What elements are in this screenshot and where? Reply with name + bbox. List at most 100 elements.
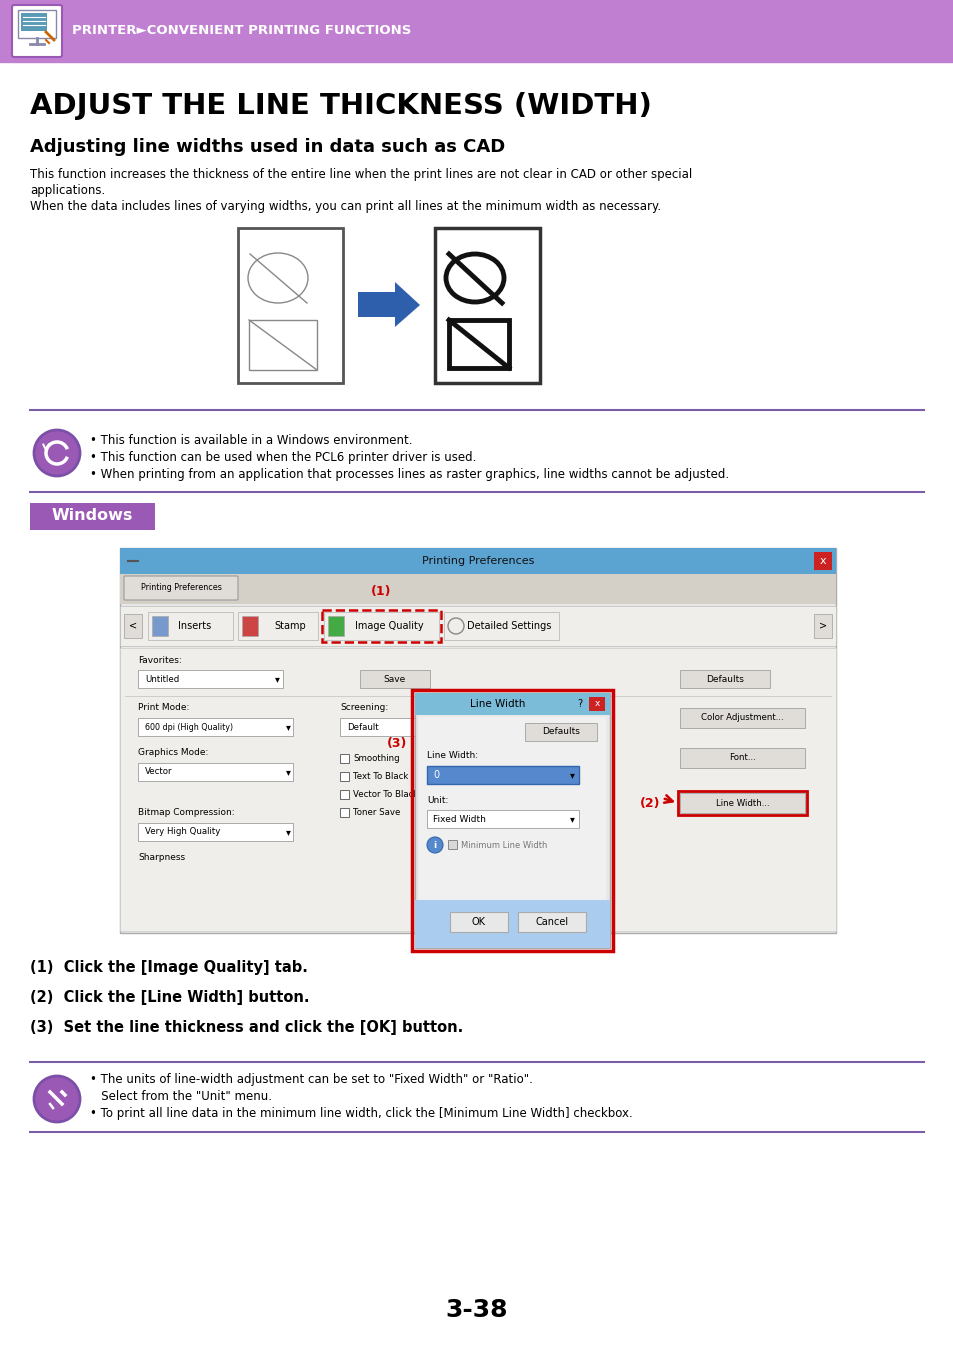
Text: Adjusting line widths used in data such as CAD: Adjusting line widths used in data such …: [30, 138, 505, 157]
Text: • The units of line-width adjustment can be set to "Fixed Width" or "Ratio".: • The units of line-width adjustment can…: [90, 1073, 533, 1085]
Text: (3)  Set the line thickness and click the [OK] button.: (3) Set the line thickness and click the…: [30, 1021, 463, 1035]
Text: Sharpness: Sharpness: [138, 853, 185, 863]
Ellipse shape: [248, 252, 308, 302]
Text: Very High Quality: Very High Quality: [145, 828, 220, 837]
Text: 3-38: 3-38: [445, 1297, 508, 1322]
Bar: [448, 840, 456, 849]
Text: <: <: [129, 621, 137, 630]
Bar: [120, 548, 835, 933]
Text: Defaults: Defaults: [541, 728, 579, 737]
Bar: [359, 670, 430, 688]
Bar: [324, 612, 438, 640]
Bar: [120, 548, 835, 574]
Text: Default: Default: [347, 722, 378, 732]
Text: Image Quality: Image Quality: [355, 621, 423, 630]
Text: ▾: ▾: [286, 722, 291, 732]
Text: Printing Preferences: Printing Preferences: [140, 583, 221, 593]
Text: • When printing from an application that processes lines as raster graphics, lin: • When printing from an application that…: [90, 468, 728, 481]
Text: Text To Black: Text To Black: [353, 772, 408, 782]
Bar: [120, 648, 835, 932]
Bar: [588, 697, 604, 711]
Bar: [427, 765, 578, 784]
Bar: [249, 320, 316, 370]
Text: Windows: Windows: [51, 509, 132, 524]
Text: Screening:: Screening:: [339, 703, 388, 711]
Bar: [415, 693, 609, 716]
Bar: [138, 763, 293, 782]
Bar: [339, 790, 349, 799]
Text: Select from the "Unit" menu.: Select from the "Unit" menu.: [90, 1089, 272, 1103]
Text: Smoothing: Smoothing: [353, 755, 399, 763]
Circle shape: [34, 1076, 80, 1122]
Bar: [813, 552, 831, 570]
Bar: [435, 228, 539, 383]
Text: (1): (1): [371, 585, 391, 598]
Text: PRINTER►CONVENIENT PRINTING FUNCTIONS: PRINTER►CONVENIENT PRINTING FUNCTIONS: [71, 24, 411, 38]
Bar: [415, 693, 609, 948]
Bar: [339, 718, 444, 736]
Bar: [120, 574, 835, 603]
Bar: [30, 504, 154, 531]
Text: Vector: Vector: [145, 768, 172, 776]
Bar: [427, 810, 578, 828]
Bar: [138, 670, 283, 688]
Bar: [237, 228, 343, 383]
FancyBboxPatch shape: [124, 576, 237, 599]
Bar: [328, 616, 344, 636]
Text: Vector To Black: Vector To Black: [353, 790, 418, 799]
FancyBboxPatch shape: [12, 5, 62, 57]
Bar: [449, 320, 509, 369]
Circle shape: [34, 431, 80, 477]
Text: Untitled: Untitled: [145, 675, 179, 683]
Bar: [242, 616, 257, 636]
Text: Inserts: Inserts: [178, 621, 212, 630]
Text: ▾: ▾: [274, 674, 279, 684]
Text: Minimum Line Width: Minimum Line Width: [460, 841, 547, 849]
Text: Stamp: Stamp: [274, 621, 306, 630]
Text: >: >: [818, 621, 826, 630]
Text: Cancel: Cancel: [535, 917, 568, 927]
Bar: [443, 612, 558, 640]
Bar: [339, 772, 349, 782]
Bar: [412, 690, 613, 950]
Bar: [418, 717, 605, 944]
Circle shape: [427, 837, 442, 853]
Bar: [450, 913, 507, 931]
Text: • This function is available in a Windows environment.: • This function is available in a Window…: [90, 433, 412, 447]
Text: Font...: Font...: [728, 753, 755, 763]
Text: Toner Save: Toner Save: [353, 809, 400, 817]
Bar: [18, 9, 56, 38]
Bar: [148, 612, 233, 640]
Text: ▾: ▾: [569, 769, 575, 780]
Text: ▾: ▾: [569, 814, 575, 824]
Text: (2)  Click the [Line Width] button.: (2) Click the [Line Width] button.: [30, 990, 309, 1004]
Text: ▾: ▾: [286, 767, 291, 778]
Bar: [120, 606, 835, 647]
Text: 0: 0: [433, 769, 438, 780]
Bar: [152, 616, 168, 636]
Text: x: x: [819, 556, 825, 566]
Bar: [813, 614, 831, 639]
Text: Fixed Width: Fixed Width: [433, 814, 485, 824]
Bar: [415, 900, 609, 948]
Text: ADJUST THE LINE THICKNESS (WIDTH): ADJUST THE LINE THICKNESS (WIDTH): [30, 92, 651, 120]
Text: (3): (3): [386, 737, 407, 749]
Bar: [679, 707, 804, 728]
Text: ▾: ▾: [286, 828, 291, 837]
Text: Detailed Settings: Detailed Settings: [466, 621, 551, 630]
Text: Save: Save: [383, 675, 406, 683]
Text: Line Width...: Line Width...: [715, 798, 768, 807]
Text: When the data includes lines of varying widths, you can print all lines at the m: When the data includes lines of varying …: [30, 200, 660, 213]
Bar: [339, 755, 349, 763]
Text: Print Mode:: Print Mode:: [138, 703, 190, 711]
Bar: [322, 610, 440, 643]
Text: Defaults: Defaults: [705, 675, 743, 683]
Text: Favorites:: Favorites:: [138, 656, 182, 666]
Bar: [339, 809, 349, 817]
Text: • This function can be used when the PCL6 printer driver is used.: • This function can be used when the PCL…: [90, 451, 476, 464]
Text: (2): (2): [639, 796, 659, 810]
Bar: [517, 913, 585, 931]
Text: Line Width:: Line Width:: [427, 751, 477, 760]
Text: Color Adjustment...: Color Adjustment...: [700, 714, 783, 722]
Text: i: i: [433, 841, 436, 849]
